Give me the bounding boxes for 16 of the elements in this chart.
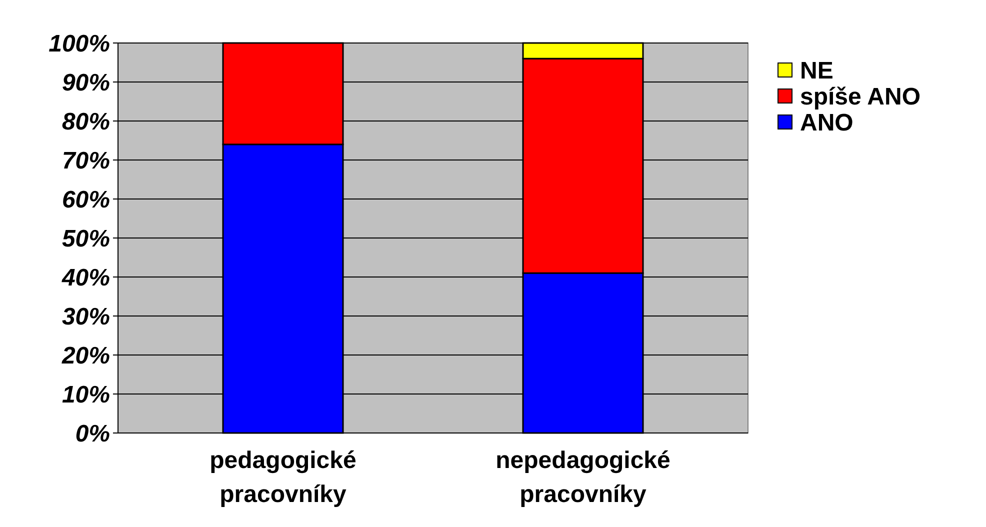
y-tick-label: 100% <box>48 30 110 58</box>
y-tick-label: 40% <box>60 264 110 292</box>
x-tick-label: nepedagogické pracovníky <box>496 447 670 508</box>
y-tick-label: 70% <box>62 147 110 174</box>
y-tick-label: 20% <box>60 342 110 370</box>
y-tick-label: 30% <box>62 303 110 330</box>
legend-label: spíše ANO <box>800 83 920 110</box>
y-tick-label: 60% <box>62 186 110 214</box>
legend-label: ANO <box>800 109 854 136</box>
y-tick-label: 90% <box>62 69 110 96</box>
y-tick-label: 80% <box>62 108 110 136</box>
legend-label: NE <box>800 57 834 84</box>
x-tick-label: pedagogické pracovníky <box>210 447 356 508</box>
y-tick-label: 50% <box>62 225 110 252</box>
y-tick-label: 0% <box>75 420 110 448</box>
y-tick-label: 10% <box>62 381 110 408</box>
